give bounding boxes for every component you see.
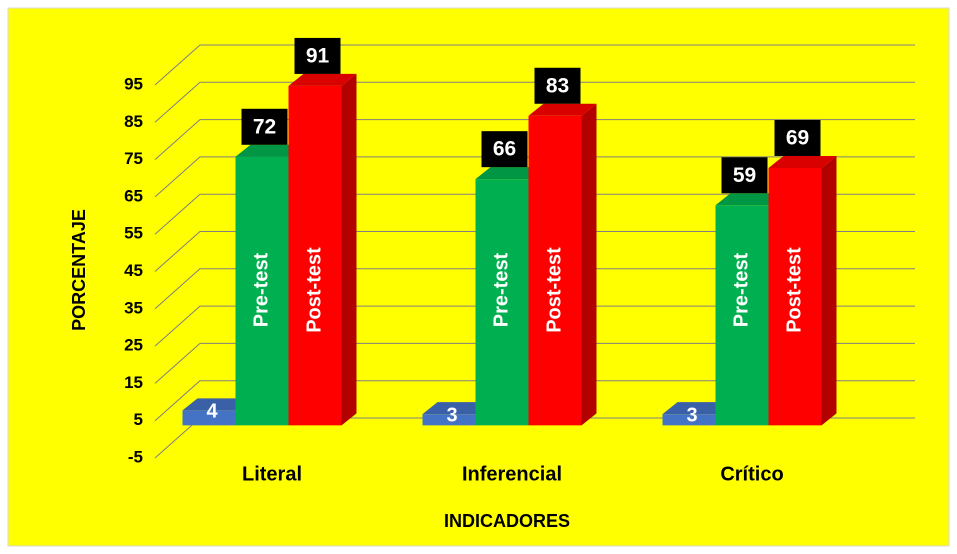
- data-label: 91: [306, 44, 330, 67]
- bar-top: [768, 155, 837, 168]
- y-tick-label: 85: [124, 112, 143, 131]
- bar: [182, 410, 236, 426]
- bar-side: [821, 155, 837, 426]
- bar: [475, 179, 529, 426]
- bar: [422, 414, 476, 426]
- grid-line: [154, 305, 915, 347]
- data-label-box: [241, 108, 288, 145]
- series-name: Pre-test: [730, 252, 752, 327]
- bar-top: [715, 193, 784, 206]
- grid-line: [154, 119, 915, 160]
- y-tick-label: 55: [124, 224, 143, 243]
- data-label-box: [774, 119, 821, 156]
- grid-line: [154, 44, 915, 86]
- grid-line: [154, 193, 915, 235]
- bar: [528, 115, 582, 426]
- data-label: 69: [786, 127, 809, 150]
- data-label: 72: [253, 115, 276, 138]
- bar-top: [528, 103, 597, 116]
- bar-top: [662, 402, 731, 415]
- bar-top: [235, 144, 304, 157]
- y-tick-label: 25: [124, 336, 143, 355]
- y-tick-label: 65: [124, 186, 143, 205]
- y-tick-label: -5: [128, 447, 143, 466]
- x-axis-title: INDICADORES: [444, 511, 570, 531]
- grid-line: [154, 231, 915, 272]
- bar-top: [182, 398, 251, 411]
- data-label-box: [534, 67, 581, 104]
- data-label-box: [721, 157, 768, 194]
- grid-line: [154, 268, 915, 310]
- bar: [288, 85, 342, 426]
- bar: [715, 205, 769, 426]
- data-label: 59: [733, 164, 756, 187]
- data-label-box: [294, 37, 341, 74]
- data-label: 66: [493, 138, 516, 161]
- data-label-box: [481, 131, 528, 168]
- bar-side: [341, 73, 357, 426]
- y-tick-label: 75: [124, 149, 143, 168]
- y-tick-label: 5: [134, 410, 143, 429]
- grid-line: [154, 342, 915, 384]
- series-name: Post-test: [543, 247, 565, 333]
- x-tick-label: Literal: [242, 463, 302, 485]
- data-label: 3: [686, 404, 697, 426]
- bar-top: [288, 73, 357, 86]
- y-tick-label: 15: [124, 373, 143, 392]
- bar-top: [422, 402, 491, 415]
- y-axis-title: PORCENTAJE: [69, 209, 89, 331]
- bar: [662, 414, 716, 426]
- bar: [768, 167, 822, 426]
- bar: [235, 156, 289, 426]
- x-tick-label: Crítico: [720, 463, 783, 485]
- y-tick-label: 45: [124, 261, 143, 280]
- bar-side: [581, 103, 597, 426]
- grid-line: [154, 380, 915, 422]
- series-name: Pre-test: [250, 252, 272, 327]
- data-label: 83: [546, 74, 569, 97]
- y-tick-label: 95: [124, 74, 143, 93]
- data-label: 3: [446, 404, 457, 426]
- grid-line: [154, 81, 915, 123]
- grid-line: [154, 156, 915, 198]
- x-tick-label: Inferencial: [462, 463, 562, 485]
- y-tick-label: 35: [124, 298, 143, 317]
- data-label: 4: [206, 401, 218, 423]
- series-name: Post-test: [783, 247, 805, 333]
- series-name: Pre-test: [490, 252, 512, 327]
- bar-top: [475, 167, 544, 180]
- series-name: Post-test: [303, 247, 325, 333]
